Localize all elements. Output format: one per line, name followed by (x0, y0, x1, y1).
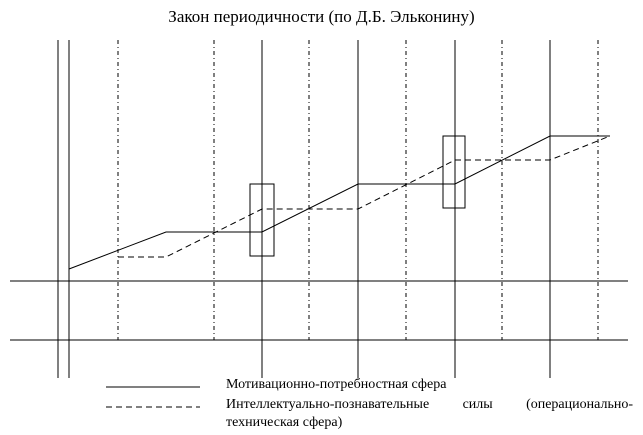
legend-label: Мотивационно-потребностная сфера (226, 377, 447, 392)
title: Закон периодичности (по Д.Б. Эльконину) (168, 7, 475, 26)
intellectual-line (118, 135, 611, 258)
motivational-line (68, 135, 610, 270)
crisis-box (249, 183, 275, 257)
dash-dot-verticals (117, 40, 599, 340)
crisis-box (442, 135, 466, 209)
legend-label: Интеллектуально-познавательные силы (опе… (226, 397, 633, 430)
solid-verticals (57, 40, 551, 378)
